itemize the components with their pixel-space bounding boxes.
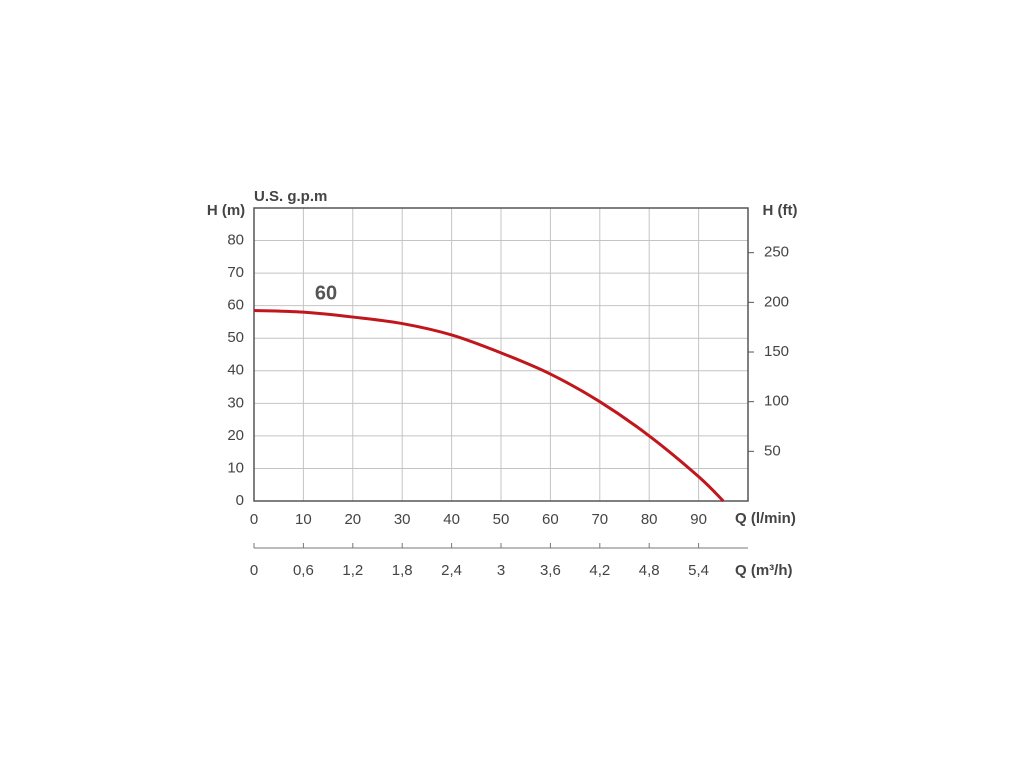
y2-tick-label: 50 bbox=[764, 442, 781, 459]
x-tick-label: 80 bbox=[641, 511, 658, 528]
y-tick-label: 70 bbox=[227, 264, 244, 281]
y-tick-label: 80 bbox=[227, 232, 244, 249]
x2-tick-label: 4,2 bbox=[589, 562, 610, 579]
y-axis-label: H (m) bbox=[207, 202, 245, 219]
x-tick-label: 70 bbox=[591, 511, 608, 528]
y2-tick-label: 150 bbox=[764, 343, 789, 360]
y-tick-label: 30 bbox=[227, 394, 244, 411]
x-tick-label: 0 bbox=[250, 511, 258, 528]
y2-tick-label: 250 bbox=[764, 244, 789, 261]
y2-axis-label: H (ft) bbox=[763, 202, 798, 219]
y-tick-label: 10 bbox=[227, 459, 244, 476]
x-tick-label: 90 bbox=[690, 511, 707, 528]
y-tick-label: 60 bbox=[227, 297, 244, 314]
x2-tick-label: 4,8 bbox=[639, 562, 660, 579]
x2-tick-label: 3,6 bbox=[540, 562, 561, 579]
top-axis-label: U.S. g.p.m bbox=[254, 188, 327, 205]
x-tick-label: 10 bbox=[295, 511, 312, 528]
x2-tick-label: 5,4 bbox=[688, 562, 709, 579]
x2-tick-label: 2,4 bbox=[441, 562, 462, 579]
x2-tick-label: 1,2 bbox=[342, 562, 363, 579]
curve-label: 60 bbox=[315, 282, 337, 304]
y-tick-label: 20 bbox=[227, 427, 244, 444]
x2-axis-label: Q (m³/h) bbox=[735, 562, 793, 579]
y-tick-label: 0 bbox=[236, 492, 244, 509]
x-axis-label: Q (l/min) bbox=[735, 510, 796, 527]
curve bbox=[253, 309, 725, 503]
y2-tick-label: 200 bbox=[764, 293, 789, 310]
plot-frame bbox=[253, 207, 749, 502]
x-tick-label: 40 bbox=[443, 511, 460, 528]
y2-tick-label: 100 bbox=[764, 393, 789, 410]
x-tick-label: 30 bbox=[394, 511, 411, 528]
y-tick-label: 40 bbox=[227, 362, 244, 379]
x2-tick-label: 1,8 bbox=[392, 562, 413, 579]
x-tick-label: 50 bbox=[493, 511, 510, 528]
y-tick-label: 50 bbox=[227, 329, 244, 346]
x2-tick-label: 3 bbox=[497, 562, 505, 579]
x2-tick-label: 0 bbox=[250, 562, 258, 579]
x2-tick-label: 0,6 bbox=[293, 562, 314, 579]
x-tick-label: 60 bbox=[542, 511, 559, 528]
x-tick-label: 20 bbox=[344, 511, 361, 528]
